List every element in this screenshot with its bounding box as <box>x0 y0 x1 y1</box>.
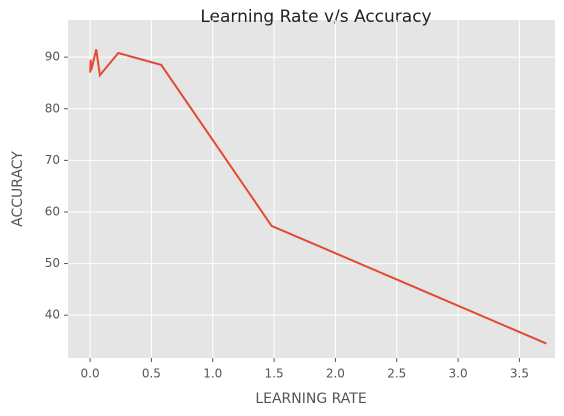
data-line <box>89 49 547 345</box>
x-tick-label: 2.0 <box>326 367 345 381</box>
y-tick-label: 90 <box>45 50 60 64</box>
x-tick-label: 0.0 <box>81 367 100 381</box>
y-tick-label: 70 <box>45 153 60 167</box>
y-tick-label: 50 <box>45 256 60 270</box>
x-tick-label: 2.5 <box>387 367 406 381</box>
plot-area <box>68 20 555 358</box>
chart-title: Learning Rate v/s Accuracy <box>200 7 431 27</box>
x-tick-label: 3.5 <box>510 367 529 381</box>
x-tick-label: 3.0 <box>449 367 468 381</box>
y-tick-label: 40 <box>45 308 60 322</box>
x-tick-label: 1.5 <box>265 367 284 381</box>
y-tick-label: 60 <box>45 204 60 218</box>
y-tick-label: 80 <box>45 101 60 115</box>
x-tick-label: 0.5 <box>142 367 161 381</box>
x-tick-label: 1.0 <box>203 367 222 381</box>
x-axis-label: LEARNING RATE <box>255 391 366 407</box>
y-axis-label: ACCURACY <box>10 151 26 227</box>
